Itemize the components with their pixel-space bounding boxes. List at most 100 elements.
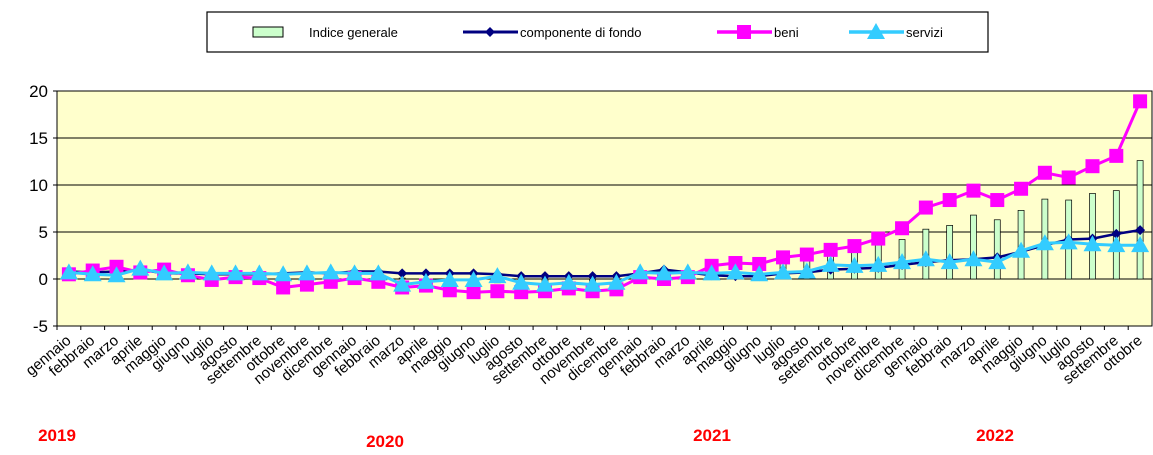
line-servizi xyxy=(68,240,1141,287)
legend-label: beni xyxy=(774,25,799,40)
point-servizi xyxy=(1012,241,1031,258)
year-label: 2020 xyxy=(366,432,404,451)
y-tick-label: 15 xyxy=(29,129,48,148)
point-servizi xyxy=(655,264,674,281)
point-beni xyxy=(490,284,505,299)
point-servizi xyxy=(464,270,483,287)
point-beni xyxy=(1085,159,1100,174)
point-servizi xyxy=(1131,236,1150,253)
point-beni xyxy=(799,247,814,262)
point-servizi xyxy=(797,262,816,279)
legend: Indice generale componente di fondo beni se… xyxy=(206,11,989,53)
point-beni xyxy=(823,242,838,257)
point-servizi xyxy=(512,273,531,290)
point-servizi xyxy=(750,265,769,282)
point-servizi xyxy=(202,264,221,281)
point-beni xyxy=(1133,94,1148,109)
point-servizi xyxy=(178,263,197,280)
bar-indice-generale xyxy=(970,214,977,280)
point-beni xyxy=(942,193,957,208)
year-label: 2021 xyxy=(693,426,731,445)
point-servizi xyxy=(226,264,245,281)
point-servizi xyxy=(893,253,912,270)
point-servizi xyxy=(964,250,983,267)
point-servizi xyxy=(678,263,697,280)
point-componente-di-fondo xyxy=(1111,228,1122,239)
point-servizi xyxy=(535,275,554,292)
point-beni xyxy=(752,256,767,271)
series-lines xyxy=(59,94,1150,300)
point-servizi xyxy=(821,255,840,272)
y-tick-label: 0 xyxy=(39,270,48,289)
point-beni xyxy=(299,277,314,292)
point-beni xyxy=(990,193,1005,208)
point-servizi xyxy=(107,266,126,283)
legend-swatch-indice-generale xyxy=(252,26,284,38)
point-beni xyxy=(918,200,933,215)
point-servizi xyxy=(940,253,959,270)
point-componente-di-fondo xyxy=(397,268,408,279)
point-servizi xyxy=(440,270,459,287)
point-servizi xyxy=(416,272,435,289)
point-servizi xyxy=(869,255,888,272)
point-beni xyxy=(871,231,886,246)
point-servizi xyxy=(274,265,293,282)
legend-marker-beni xyxy=(737,25,751,39)
point-servizi xyxy=(488,267,507,284)
point-servizi xyxy=(250,264,269,281)
point-servizi xyxy=(702,264,721,281)
legend-marker-servizi xyxy=(867,23,885,39)
point-beni xyxy=(1014,181,1029,196)
point-servizi xyxy=(988,253,1007,270)
bar-indice-generale xyxy=(1136,160,1144,280)
point-servizi xyxy=(321,263,340,280)
point-servizi xyxy=(1083,235,1102,252)
year-label: 2019 xyxy=(38,426,76,445)
x-axis: gennaiofebbraiomarzoaprilemaggiogiugnolu… xyxy=(23,326,1146,388)
plot-area xyxy=(56,90,1153,327)
point-servizi xyxy=(345,264,364,281)
point-beni xyxy=(1037,165,1052,180)
point-beni xyxy=(466,285,481,300)
legend-label: Indice generale xyxy=(309,25,398,40)
point-servizi xyxy=(1107,236,1126,253)
y-tick-label: 10 xyxy=(29,176,48,195)
legend-label: componente di fondo xyxy=(520,25,641,40)
point-servizi xyxy=(726,263,745,280)
y-tick-label: 20 xyxy=(29,82,48,101)
point-componente-di-fondo xyxy=(1135,225,1146,236)
point-servizi xyxy=(393,275,412,292)
point-servizi xyxy=(83,265,102,282)
point-servizi xyxy=(59,263,78,280)
point-servizi xyxy=(631,263,650,280)
point-beni xyxy=(776,250,791,265)
point-servizi xyxy=(369,264,388,281)
y-tick-label: 5 xyxy=(39,223,48,242)
point-servizi xyxy=(583,275,602,292)
point-servizi xyxy=(1035,234,1054,251)
year-labels: 2019 2020 2021 2022 xyxy=(38,426,1014,451)
year-label: 2022 xyxy=(976,426,1014,445)
point-servizi xyxy=(607,273,626,290)
line-beni xyxy=(68,100,1142,294)
point-beni xyxy=(728,256,743,271)
point-servizi xyxy=(845,256,864,273)
point-servizi xyxy=(297,264,316,281)
point-beni xyxy=(847,239,862,254)
point-servizi xyxy=(155,264,174,281)
point-servizi xyxy=(916,250,935,267)
point-servizi xyxy=(131,259,150,276)
legend-label: servizi xyxy=(906,25,943,40)
y-tick-label: -5 xyxy=(33,317,48,336)
y-axis: -5 0 5 10 15 20 xyxy=(29,82,57,336)
bar-indice-generale xyxy=(993,219,1001,280)
point-beni xyxy=(1109,148,1124,163)
point-servizi xyxy=(559,273,578,290)
legend-marker-componente-di-fondo xyxy=(485,27,495,37)
point-beni xyxy=(966,183,981,198)
point-beni xyxy=(1061,170,1076,185)
point-beni xyxy=(276,280,291,295)
point-beni xyxy=(895,221,910,236)
